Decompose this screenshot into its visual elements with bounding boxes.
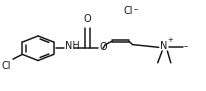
Text: N: N <box>160 41 167 51</box>
Text: Cl: Cl <box>124 6 133 16</box>
Text: Cl: Cl <box>1 61 11 71</box>
Text: O: O <box>100 42 107 52</box>
Text: NH: NH <box>65 41 80 51</box>
Text: –: – <box>134 5 138 14</box>
Text: +: + <box>167 37 173 43</box>
Text: –: – <box>184 42 188 51</box>
Text: O: O <box>83 14 91 24</box>
